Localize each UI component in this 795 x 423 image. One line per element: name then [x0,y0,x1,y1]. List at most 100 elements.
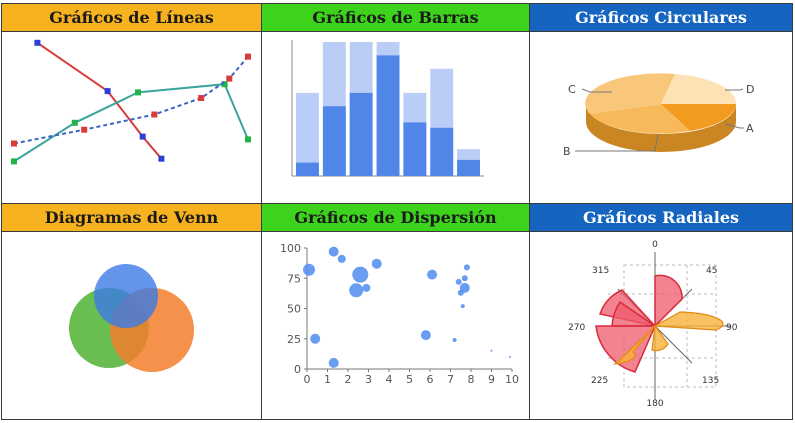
scatter-point [461,275,468,282]
line-point [11,158,17,165]
radar-petal-red [595,325,657,373]
scatter-ytick-label: 100 [280,242,301,255]
radar-label-90: 90 [726,323,738,333]
radar-petal-orange [652,311,724,331]
radar-label-270: 270 [568,323,585,333]
radar-petal-orange [613,325,656,365]
radar-petal-red [654,274,683,328]
scatter-xtick-label: 3 [365,373,372,386]
scatter-ytick-label: 75 [287,272,301,285]
bar-dark-6 [457,159,480,176]
line-point [135,89,141,96]
scatter-point [362,283,371,292]
pie-slice-d [661,74,737,104]
scatter-point [508,355,511,358]
line-point [226,75,233,82]
scatter-point [490,349,493,352]
panel-title-scatter: Gráficos de Dispersión [262,204,529,232]
line-point [245,136,251,143]
venn-diagram-panel: Diagramas de Venn [1,203,262,420]
scatter-xtick-label: 4 [386,373,393,386]
line-point [151,111,158,118]
line-point [11,140,17,147]
pie-label-c: C [568,83,576,96]
line-point [158,155,165,162]
scatter-point [463,264,470,271]
bar-dark-4 [403,122,427,176]
leader-b [575,133,659,152]
panel-title-venn: Diagramas de Venn [2,204,261,232]
radar-label-225: 225 [591,376,608,386]
scatter-ytick-label: 50 [287,303,301,316]
panel-title-lines: Gráficos de Líneas [2,4,261,32]
line-point [221,81,228,88]
bar-chart [291,40,484,177]
scatter-point [452,338,457,342]
scatter-ytick-label: 0 [294,363,301,376]
scatter-point [328,246,339,257]
radar-label-135: 135 [702,376,719,386]
scatter-point [455,278,462,285]
scatter-point [427,269,438,280]
scatter-xtick-label: 2 [345,373,352,386]
scatter-xtick-label: 10 [505,373,519,386]
bar-dark-2 [349,92,373,176]
scatter-point [349,283,364,298]
radar-label-0: 0 [652,240,658,250]
bar-chart-panel: Gráficos de Barras [261,3,530,204]
scatter-ytick-label: 25 [287,333,301,346]
pie-side [586,104,736,152]
scatter-xtick-label: 8 [468,373,475,386]
bar-light-0 [296,92,319,176]
line-point [34,39,41,46]
scatter-xtick-label: 9 [488,373,495,386]
scatter-point [310,333,321,344]
scatter-xtick-label: 6 [427,373,434,386]
pie-chart: C D A B [563,73,754,158]
venn-diagram [69,264,194,372]
bar-dark-1 [322,106,346,176]
line-series-0 [36,41,163,160]
line-point [198,95,205,101]
scatter-point [371,258,382,269]
radar-label-315: 315 [592,266,609,276]
pie-label-a: A [746,122,754,135]
line-point [71,119,78,126]
scatter-point [303,263,315,276]
pie-slice-c [585,73,675,114]
radar-chart-panel: Gráficos Radiales [529,203,793,420]
radar-label-180: 180 [646,399,663,409]
bar-dark-5 [430,127,454,176]
line-point [104,88,111,95]
radar-chart: 0 45 90 135 180 225 270 315 [568,240,738,409]
pie-slice-a [661,104,736,131]
line-point [139,133,146,140]
scatter-xtick-label: 1 [324,373,331,386]
scatter-xtick-label: 7 [447,373,454,386]
scatter-point [460,304,465,309]
line-point [245,53,251,60]
scatter-chart-panel: Gráficos de Dispersión 0 25 50 75 100 0 1 2 3 4 5 6… [261,203,530,420]
pie-slice-b [590,104,690,134]
panel-title-radar: Gráficos Radiales [530,204,792,232]
leader-a [724,123,744,129]
leader-c [581,88,612,93]
line-chart [11,39,251,165]
panel-title-pie: Gráficos Circulares [530,4,792,32]
pie-label-d: D [746,83,754,96]
panel-title-bars: Gráficos de Barras [262,4,529,32]
radar-label-45: 45 [706,266,717,276]
scatter-point [459,282,470,293]
leader-d [725,88,744,91]
line-series-2 [13,55,249,145]
scatter-point [328,357,339,368]
bar-dark-0 [296,162,319,176]
scatter-xtick-label: 0 [304,373,311,386]
venn-circle-blue [94,264,158,328]
radar-petal-orange [651,324,669,352]
scatter-xtick-label: 5 [406,373,413,386]
line-chart-panel: Gráficos de Líneas [1,3,262,204]
pie-chart-panel: Gráficos Circulares [529,3,793,204]
